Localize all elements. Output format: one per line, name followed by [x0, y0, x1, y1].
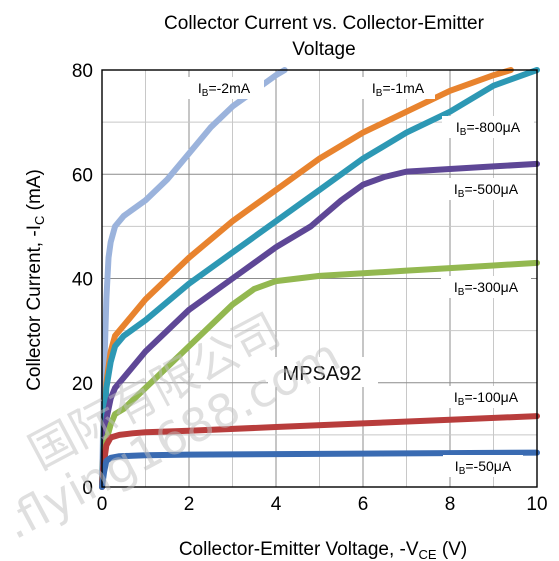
curve-label-box: [441, 276, 531, 298]
plot-frame: [101, 69, 538, 488]
series-line-3: [99, 160, 540, 490]
curve-label-6: IB=-50μA: [455, 458, 512, 477]
series-line-6: [99, 449, 540, 490]
chart-title: Collector Current vs. Collector-Emitter: [164, 13, 485, 34]
tick-labels: 0 2 4 6 8 10 0 20 40 60 80: [72, 61, 548, 515]
curve-label-1: IB=-1mA: [372, 80, 425, 99]
series-line-5: [99, 413, 540, 490]
x-tick-label: 2: [184, 494, 195, 515]
y-tick-label: 0: [82, 478, 93, 499]
y-tick-label: 40: [72, 270, 93, 291]
x-tick-label: 6: [358, 494, 369, 515]
chart-title-line2: Voltage: [292, 39, 355, 60]
curve-label-2: IB=-800μA: [456, 119, 521, 138]
y-tick-label: 60: [72, 165, 93, 186]
x-tick-label: 0: [97, 494, 108, 515]
curve-label-3: IB=-500μA: [454, 181, 519, 200]
curve-label-box: [441, 386, 531, 408]
x-tick-label: 4: [271, 494, 282, 515]
curve-label-box: [442, 116, 534, 138]
x-axis-title: Collector-Emitter Voltage, -VCE (V): [179, 539, 467, 561]
series-layer: [99, 67, 540, 490]
device-label-box: [268, 357, 378, 387]
x-tick-label: 10: [526, 494, 547, 515]
x-tick-label: 8: [445, 494, 456, 515]
y-tick-label: 20: [72, 374, 93, 395]
curve-label-box: [361, 77, 435, 99]
series-line-4: [99, 259, 540, 490]
y-tick-label: 80: [72, 61, 93, 82]
curve-label-0: IB=-2mA: [198, 80, 251, 99]
y-axis-title: Collector Current, -IC (mA): [24, 169, 47, 391]
curve-labels: IB=-2mA IB=-1mA IB=-800μA IB=-500μA IB=-300μ…: [184, 77, 534, 477]
curve-label-box: [443, 455, 523, 477]
curve-label-5: IB=-100μA: [454, 389, 519, 408]
curve-label-box: [441, 178, 531, 200]
series-line-2: [99, 67, 540, 490]
device-label-text: MPSA92: [283, 363, 362, 385]
curve-label-box: [184, 77, 264, 99]
curve-label-4: IB=-300μA: [454, 279, 519, 298]
device-label: MPSA92: [268, 357, 378, 387]
